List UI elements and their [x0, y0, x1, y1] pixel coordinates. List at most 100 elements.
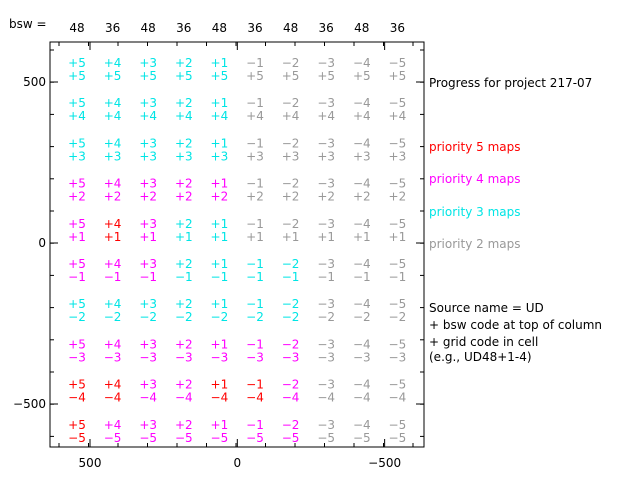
cell-row-code: −2 — [211, 310, 229, 324]
cell-row-code: +3 — [139, 149, 157, 163]
cell-row-code: −4 — [353, 391, 371, 405]
cell-row-code: −1 — [246, 270, 264, 284]
cell-row-code: +3 — [282, 149, 300, 163]
cell-column-code: −1 — [246, 378, 264, 392]
cell-column-code: −5 — [389, 177, 407, 191]
cell-column-code: +5 — [68, 418, 86, 432]
cell-column-code: +5 — [68, 56, 86, 70]
cell-row-code: +1 — [211, 230, 229, 244]
cell-row-code: −3 — [68, 350, 86, 364]
cell-row-code: +4 — [317, 109, 335, 123]
cell-row-code: −1 — [104, 270, 122, 284]
cell-row-code: −3 — [104, 350, 122, 364]
cell-row-code: −3 — [317, 350, 335, 364]
cell-row-code: +3 — [317, 149, 335, 163]
cell-column-code: −3 — [317, 136, 335, 150]
cell-column-code: +5 — [68, 337, 86, 351]
y-tick-label: 0 — [38, 236, 46, 250]
cell-row-code: +2 — [211, 190, 229, 204]
legend-priority-3: priority 3 maps — [429, 205, 521, 219]
column-header-bsw: 48 — [354, 21, 369, 35]
cell-column-code: −5 — [389, 337, 407, 351]
cell-row-code: −1 — [139, 270, 157, 284]
cell-row-code: −2 — [353, 310, 371, 324]
cell-row-code: +4 — [282, 109, 300, 123]
cell-row-code: +3 — [211, 149, 229, 163]
y-tick-label: 500 — [23, 75, 46, 89]
cell-column-code: +4 — [104, 337, 122, 351]
cell-column-code: +3 — [139, 96, 157, 110]
cell-row-code: −3 — [389, 350, 407, 364]
cell-column-code: −4 — [353, 177, 371, 191]
cell-column-code: +1 — [211, 297, 229, 311]
cell-column-code: +1 — [211, 418, 229, 432]
x-tick-label: −500 — [368, 456, 401, 470]
cell-column-code: +2 — [175, 378, 193, 392]
note-source-name: Source name = UD — [429, 301, 544, 315]
cell-row-code: +4 — [353, 109, 371, 123]
cell-column-code: +4 — [104, 217, 122, 231]
note-example: (e.g., UD48+1-4) — [429, 350, 532, 364]
cell-row-code: +4 — [104, 109, 122, 123]
cell-row-code: −1 — [175, 270, 193, 284]
cell-row-code: +1 — [68, 230, 86, 244]
cell-column-code: −5 — [389, 257, 407, 271]
cell-column-code: −3 — [317, 378, 335, 392]
cell-row-code: +2 — [317, 190, 335, 204]
cell-column-code: −5 — [389, 297, 407, 311]
cell-column-code: +1 — [211, 96, 229, 110]
cell-row-code: +4 — [389, 109, 407, 123]
cell-row-code: +1 — [353, 230, 371, 244]
cell-column-code: −2 — [282, 337, 300, 351]
cell-row-code: −3 — [282, 350, 300, 364]
cell-row-code: −3 — [211, 350, 229, 364]
cell-row-code: +5 — [104, 69, 122, 83]
cell-row-code: +2 — [104, 190, 122, 204]
cell-column-code: −5 — [389, 378, 407, 392]
cell-row-code: +1 — [389, 230, 407, 244]
cell-row-code: +1 — [317, 230, 335, 244]
cell-row-code: +2 — [353, 190, 371, 204]
cell-row-code: +2 — [389, 190, 407, 204]
cell-column-code: +4 — [104, 418, 122, 432]
cell-column-code: −3 — [317, 257, 335, 271]
cell-row-code: +5 — [68, 69, 86, 83]
cell-row-code: −4 — [246, 391, 264, 405]
cell-row-code: −5 — [175, 431, 193, 445]
cell-column-code: +4 — [104, 96, 122, 110]
cell-row-code: −4 — [282, 391, 300, 405]
cell-column-code: +3 — [139, 337, 157, 351]
cell-column-code: +3 — [139, 378, 157, 392]
cell-column-code: +1 — [211, 378, 229, 392]
cell-row-code: −2 — [139, 310, 157, 324]
cell-column-code: +5 — [68, 136, 86, 150]
cell-column-code: −1 — [246, 177, 264, 191]
cell-column-code: −3 — [317, 337, 335, 351]
cell-column-code: −5 — [389, 136, 407, 150]
cell-column-code: +2 — [175, 217, 193, 231]
cell-column-code: +2 — [175, 177, 193, 191]
cell-row-code: +1 — [175, 230, 193, 244]
cell-row-code: +2 — [139, 190, 157, 204]
cell-column-code: −2 — [282, 177, 300, 191]
cell-row-code: +3 — [246, 149, 264, 163]
cell-row-code: −4 — [68, 391, 86, 405]
cell-row-code: −5 — [139, 431, 157, 445]
cell-column-code: −5 — [389, 96, 407, 110]
cell-row-code: +3 — [389, 149, 407, 163]
cell-row-code: −2 — [317, 310, 335, 324]
x-tick-label: 0 — [233, 456, 241, 470]
cell-row-code: −1 — [317, 270, 335, 284]
cell-column-code: −3 — [317, 96, 335, 110]
column-header-bsw: 36 — [319, 21, 334, 35]
cell-column-code: +4 — [104, 136, 122, 150]
cell-column-code: −4 — [353, 337, 371, 351]
cell-column-code: −4 — [353, 257, 371, 271]
column-header-bsw: 36 — [176, 21, 191, 35]
legend-priority-5: priority 5 maps — [429, 140, 521, 154]
cell-row-code: +4 — [175, 109, 193, 123]
cell-row-code: −4 — [389, 391, 407, 405]
cell-column-code: −3 — [317, 177, 335, 191]
cell-row-code: +4 — [139, 109, 157, 123]
cell-row-code: −5 — [389, 431, 407, 445]
